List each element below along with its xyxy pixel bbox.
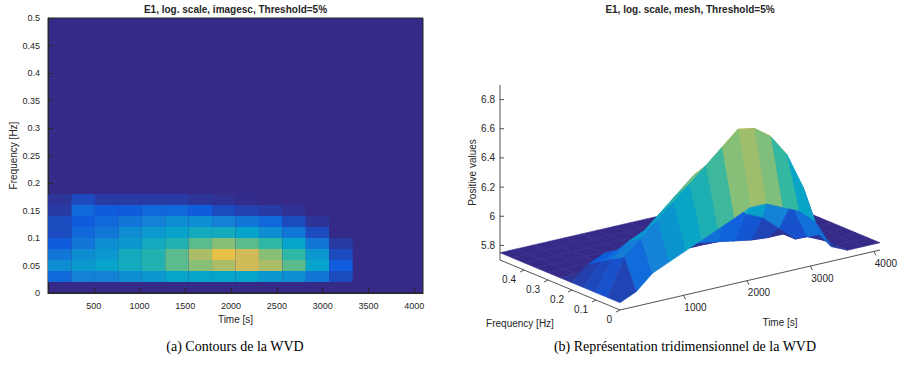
svg-text:6.8: 6.8 <box>481 94 495 105</box>
svg-text:2500: 2500 <box>267 301 287 311</box>
svg-text:Time [s]: Time [s] <box>218 314 253 325</box>
svg-text:0.15: 0.15 <box>22 206 40 216</box>
svg-text:3500: 3500 <box>358 301 378 311</box>
svg-text:0.2: 0.2 <box>550 294 564 305</box>
svg-text:0.4: 0.4 <box>27 68 40 78</box>
svg-text:0.05: 0.05 <box>22 261 40 271</box>
svg-text:0.3: 0.3 <box>27 123 40 133</box>
svg-text:0.35: 0.35 <box>22 96 40 106</box>
svg-text:6: 6 <box>489 211 495 222</box>
svg-text:1000: 1000 <box>684 302 707 313</box>
svg-text:6.2: 6.2 <box>481 182 495 193</box>
svg-text:3000: 3000 <box>313 301 333 311</box>
svg-text:0.1: 0.1 <box>27 233 40 243</box>
svg-text:Frequency [Hz]: Frequency [Hz] <box>486 318 554 329</box>
svg-text:0.5: 0.5 <box>27 13 40 23</box>
svg-text:0: 0 <box>35 288 40 298</box>
svg-text:0: 0 <box>606 314 612 325</box>
svg-text:E1, log. scale, imagesc, Thres: E1, log. scale, imagesc, Threshold=5% <box>144 4 327 15</box>
svg-text:0.4: 0.4 <box>502 274 516 285</box>
svg-text:1000: 1000 <box>130 301 150 311</box>
svg-text:E1, log. scale, mesh, Threshol: E1, log. scale, mesh, Threshold=5% <box>605 4 774 15</box>
html-text:(a) Contours de la WVD: (a) Contours de la WVD <box>166 339 304 354</box>
svg-text:0.2: 0.2 <box>27 178 40 188</box>
svg-text:2000: 2000 <box>221 301 241 311</box>
svg-text:Time [s]: Time [s] <box>762 317 797 328</box>
svg-text:Frequency [Hz]: Frequency [Hz] <box>8 121 19 189</box>
svg-text:0.45: 0.45 <box>22 41 40 51</box>
svg-text:500: 500 <box>86 301 101 311</box>
svg-text:6.6: 6.6 <box>481 123 495 134</box>
svg-text:5.8: 5.8 <box>481 240 495 251</box>
svg-text:4000: 4000 <box>404 301 424 311</box>
svg-text:0.1: 0.1 <box>574 304 588 315</box>
svg-text:1500: 1500 <box>175 301 195 311</box>
svg-text:Positive values: Positive values <box>467 139 478 206</box>
svg-text:0.25: 0.25 <box>22 151 40 161</box>
svg-text:3000: 3000 <box>811 273 834 284</box>
html-text:(b) Représentation tridimensio: (b) Représentation tridimensionnel de la… <box>553 339 817 354</box>
svg-text:6.4: 6.4 <box>481 152 495 163</box>
svg-text:2000: 2000 <box>748 287 771 298</box>
svg-text:4000: 4000 <box>875 258 898 269</box>
svg-text:0.3: 0.3 <box>526 284 540 295</box>
